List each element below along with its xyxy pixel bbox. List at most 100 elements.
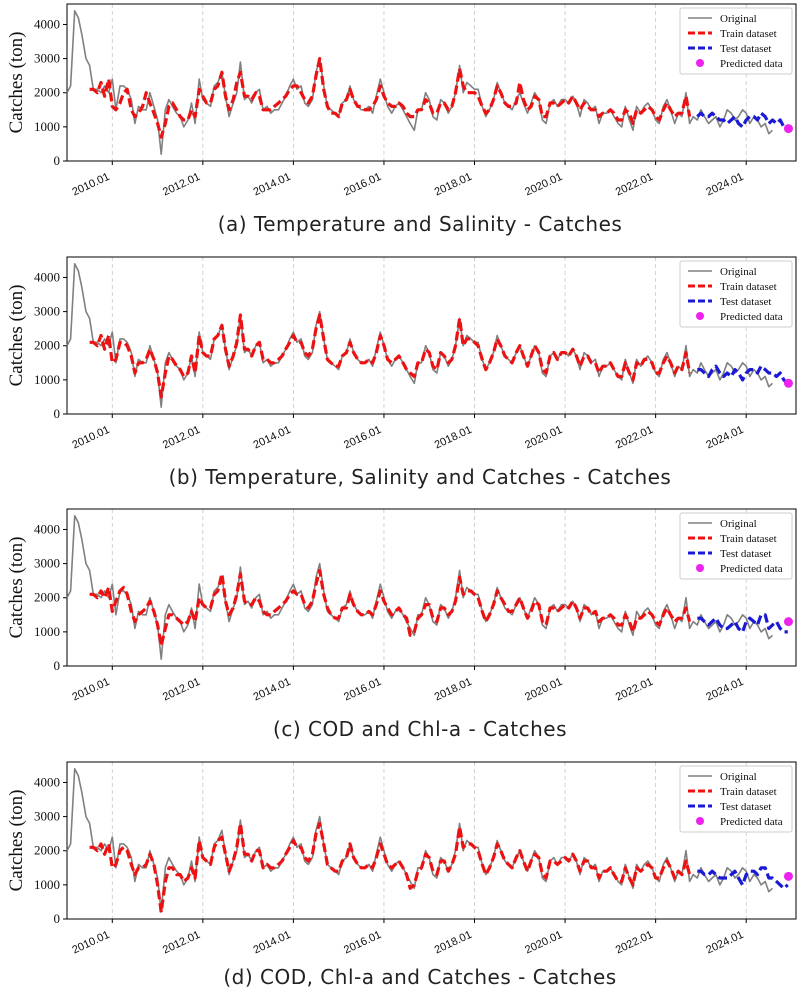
series-original-line-c bbox=[66, 515, 774, 660]
y-axis-title-b: Catches (ton) bbox=[6, 285, 27, 387]
xtick-label-a-7: 2024.01 bbox=[704, 171, 745, 199]
xtick-label-c-3: 2016.01 bbox=[342, 676, 383, 704]
xtick-label-b-6: 2022.01 bbox=[614, 424, 655, 452]
legend-label-d-3: Predicted data bbox=[720, 816, 783, 828]
xtick-label-d-7: 2024.01 bbox=[704, 929, 745, 957]
xtick-label-d-5: 2020.01 bbox=[523, 929, 564, 957]
y-axis-title-d: Catches (ton) bbox=[6, 790, 27, 892]
xtick-label-a-5: 2020.01 bbox=[523, 171, 564, 199]
xtick-label-d-2: 2014.01 bbox=[252, 929, 293, 957]
series-test-line-c bbox=[697, 613, 788, 634]
ytick-label-d-4: 4000 bbox=[34, 774, 60, 789]
ytick-label-a-4: 4000 bbox=[34, 16, 60, 31]
legend-swatch-a-3 bbox=[696, 59, 704, 67]
ytick-label-d-1: 1000 bbox=[34, 877, 60, 892]
series-original-line-a bbox=[66, 10, 774, 155]
ytick-label-a-2: 2000 bbox=[34, 85, 60, 100]
xtick-label-c-7: 2024.01 bbox=[704, 676, 745, 704]
legend-label-a-3: Predicted data bbox=[720, 58, 783, 70]
axes-frame-d bbox=[66, 761, 797, 920]
y-axis-title-c: Catches (ton) bbox=[6, 537, 27, 639]
chart-c: 0 1000 2000 3000 4000 2010.01 2012.01 2014.01 20… bbox=[6, 508, 797, 704]
legend-label-a-2: Test dataset bbox=[720, 43, 771, 55]
predicted-point-d bbox=[783, 871, 793, 881]
chart-d: 0 1000 2000 3000 4000 2010.01 2012.01 2014.01 20… bbox=[6, 761, 797, 957]
chart-panel-b: 0 1000 2000 3000 4000 2010.01 2012.01 2014.01 20… bbox=[0, 253, 800, 453]
legend-label-b-3: Predicted data bbox=[720, 311, 783, 323]
legend-label-b-2: Test dataset bbox=[720, 296, 771, 308]
ytick-label-c-1: 1000 bbox=[34, 624, 60, 639]
xtick-label-b-0: 2010.01 bbox=[70, 424, 111, 452]
legend-box-d bbox=[679, 765, 793, 833]
xtick-label-b-1: 2012.01 bbox=[161, 424, 202, 452]
series-test-line-d bbox=[697, 866, 789, 890]
legend-label-a-0: Original bbox=[720, 13, 757, 25]
ytick-label-b-3: 3000 bbox=[34, 304, 60, 319]
ytick-label-c-2: 2000 bbox=[34, 590, 60, 605]
y-axis-title-a: Catches (ton) bbox=[6, 32, 27, 134]
series-test-line-a bbox=[696, 111, 789, 132]
ytick-label-b-1: 1000 bbox=[34, 372, 60, 387]
ytick-label-b-2: 2000 bbox=[34, 338, 60, 353]
chart-panel-a: 0 1000 2000 3000 4000 2010.01 2012.01 2014.01 20… bbox=[0, 0, 800, 200]
xtick-label-b-2: 2014.01 bbox=[252, 424, 293, 452]
xtick-label-c-2: 2014.01 bbox=[252, 676, 293, 704]
series-train-line-d bbox=[89, 821, 692, 914]
legend-box-b bbox=[679, 260, 793, 328]
xtick-label-a-3: 2016.01 bbox=[342, 171, 383, 199]
ytick-label-b-0: 0 bbox=[54, 406, 61, 421]
ytick-label-a-1: 1000 bbox=[34, 119, 60, 134]
legend-label-d-1: Train dataset bbox=[720, 786, 777, 798]
legend-label-c-2: Test dataset bbox=[720, 548, 771, 560]
chart-panel-c: 0 1000 2000 3000 4000 2010.01 2012.01 2014.01 20… bbox=[0, 505, 800, 705]
ytick-label-a-0: 0 bbox=[54, 153, 61, 168]
series-train-line-b bbox=[89, 313, 692, 399]
series-original-line-b bbox=[66, 263, 774, 408]
series-train-line-a bbox=[89, 57, 692, 139]
xtick-label-a-6: 2022.01 bbox=[614, 171, 655, 199]
axes-frame-b bbox=[66, 256, 797, 415]
legend-swatch-c-3 bbox=[696, 564, 704, 572]
xtick-label-c-6: 2022.01 bbox=[614, 676, 655, 704]
xtick-label-c-1: 2012.01 bbox=[161, 676, 202, 704]
legend-label-b-1: Train dataset bbox=[720, 281, 777, 293]
xtick-label-d-6: 2022.01 bbox=[614, 929, 655, 957]
xtick-label-d-1: 2012.01 bbox=[161, 929, 202, 957]
xtick-label-b-5: 2020.01 bbox=[523, 424, 564, 452]
legend-label-d-0: Original bbox=[720, 771, 757, 783]
series-original-line-d bbox=[66, 768, 774, 913]
predicted-point-b bbox=[783, 378, 793, 388]
legend-swatch-d-3 bbox=[696, 817, 704, 825]
axes-frame-a bbox=[66, 3, 797, 162]
caption-c: (c) COD and Chl-a - Catches bbox=[273, 717, 567, 741]
legend-label-c-0: Original bbox=[720, 518, 757, 530]
xtick-label-a-2: 2014.01 bbox=[252, 171, 293, 199]
ytick-label-c-0: 0 bbox=[54, 658, 61, 673]
xtick-label-d-3: 2016.01 bbox=[342, 929, 383, 957]
legend-label-a-1: Train dataset bbox=[720, 28, 777, 40]
chart-b: 0 1000 2000 3000 4000 2010.01 2012.01 2014.01 20… bbox=[6, 256, 797, 452]
caption-b: (b) Temperature, Salinity and Catches - … bbox=[168, 465, 672, 489]
xtick-label-d-0: 2010.01 bbox=[70, 929, 111, 957]
ytick-label-c-3: 3000 bbox=[34, 556, 60, 571]
xtick-label-b-4: 2018.01 bbox=[433, 424, 474, 452]
series-train-line-c bbox=[89, 568, 692, 648]
xtick-label-a-4: 2018.01 bbox=[433, 171, 474, 199]
ytick-label-a-3: 3000 bbox=[34, 51, 60, 66]
xtick-label-d-4: 2018.01 bbox=[433, 929, 474, 957]
xtick-label-c-5: 2020.01 bbox=[523, 676, 564, 704]
legend-label-c-1: Train dataset bbox=[720, 533, 777, 545]
ytick-label-d-2: 2000 bbox=[34, 843, 60, 858]
ytick-label-b-4: 4000 bbox=[34, 269, 60, 284]
ytick-label-d-0: 0 bbox=[54, 911, 61, 926]
predicted-point-c bbox=[783, 617, 793, 627]
xtick-label-b-7: 2024.01 bbox=[704, 424, 745, 452]
ytick-label-c-4: 4000 bbox=[34, 521, 60, 536]
predicted-point-a bbox=[783, 124, 793, 134]
legend-label-b-0: Original bbox=[720, 266, 757, 278]
caption-d: (d) COD, Chl-a and Catches - Catches bbox=[223, 965, 617, 989]
xtick-label-b-3: 2016.01 bbox=[342, 424, 383, 452]
chart-panel-d: 0 1000 2000 3000 4000 2010.01 2012.01 2014.01 20… bbox=[0, 758, 800, 958]
series-test-line-b bbox=[697, 364, 789, 385]
legend-label-d-2: Test dataset bbox=[720, 801, 771, 813]
